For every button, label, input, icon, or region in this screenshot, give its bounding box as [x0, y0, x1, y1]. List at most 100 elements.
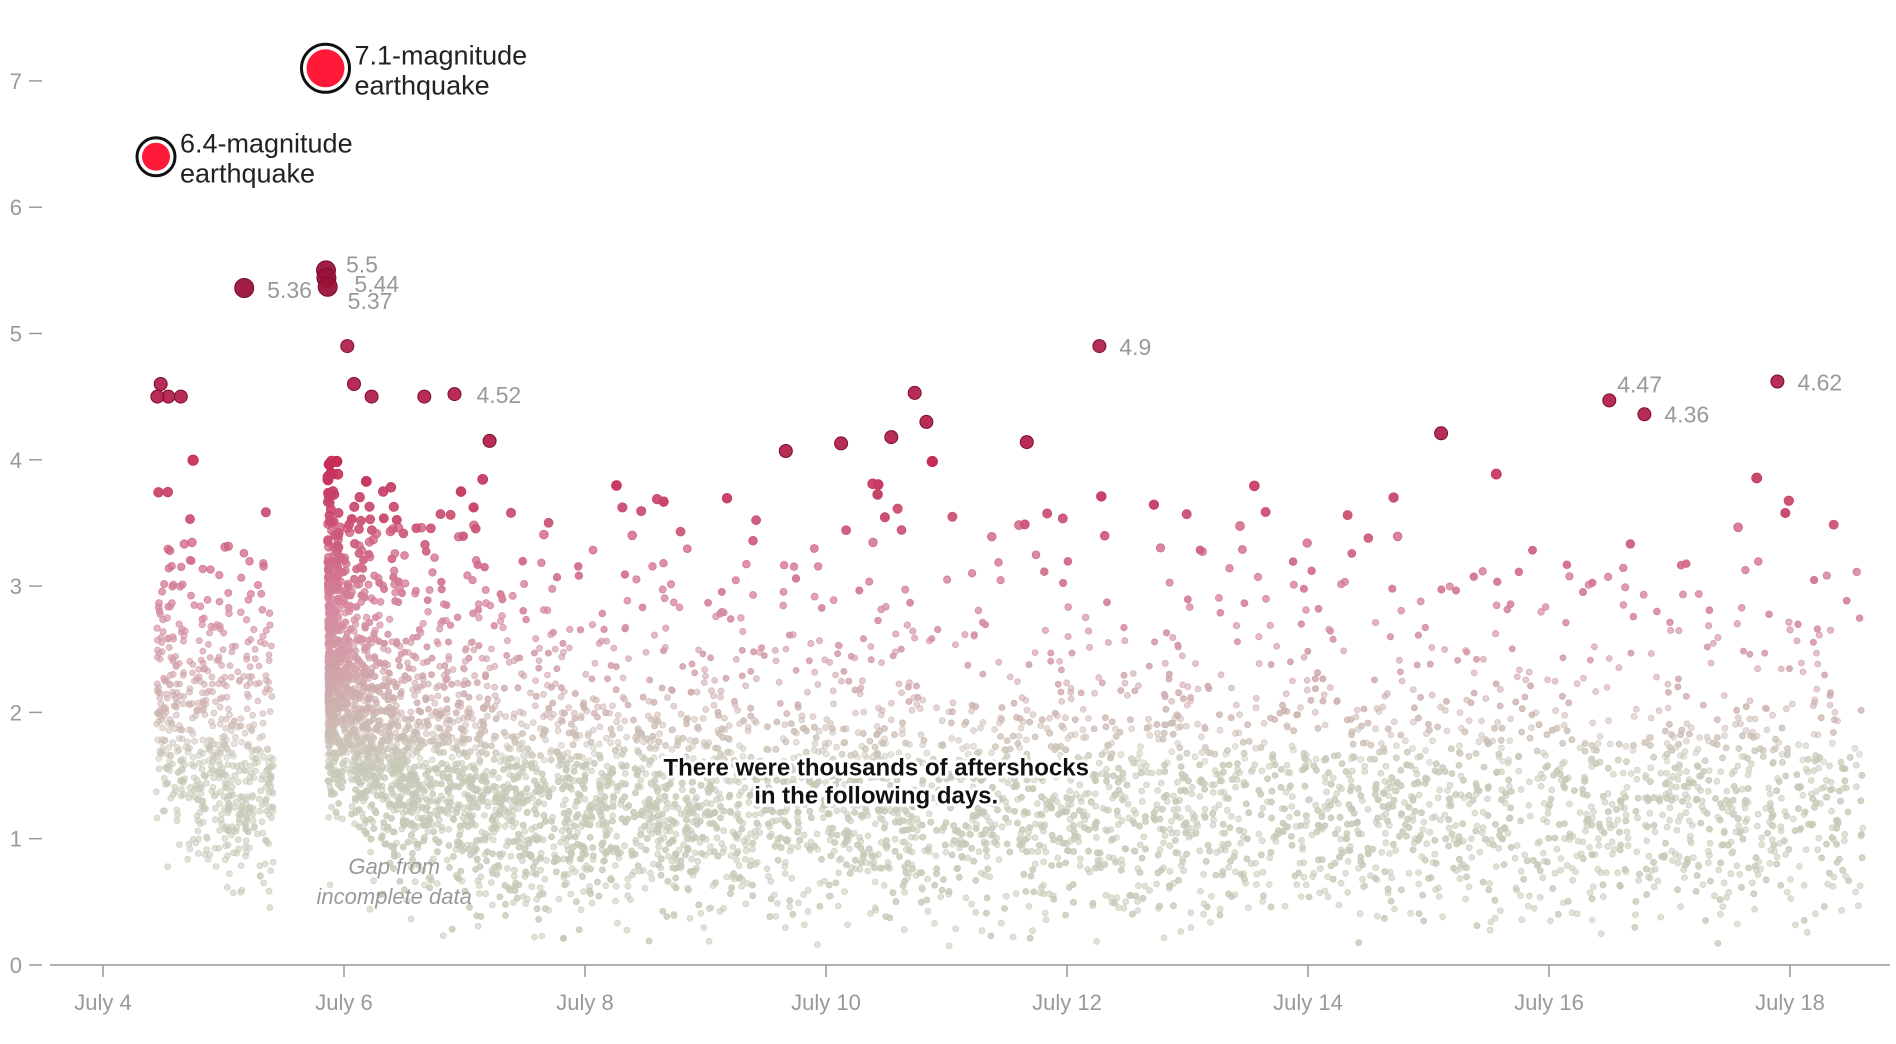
aftershock-dot: [224, 588, 233, 597]
aftershock-dot: [1273, 642, 1281, 650]
aftershock-dot: [1300, 859, 1308, 867]
aftershock-dot: [266, 621, 274, 629]
aftershock-dot: [175, 660, 183, 667]
aftershock-dot: [1217, 671, 1225, 679]
aftershock-dot: [909, 627, 917, 635]
aftershock-dot: [249, 805, 257, 812]
aftershock-dot: [1766, 860, 1774, 867]
aftershock-dot: [1551, 869, 1559, 877]
aftershock-dot: [1153, 880, 1160, 888]
aftershock-dot: [527, 689, 534, 697]
aftershock-dot: [1124, 800, 1132, 808]
aftershock-dot: [154, 603, 163, 611]
aftershock-dot: [203, 835, 211, 842]
aftershock-dot: [1320, 691, 1328, 699]
aftershock-dot: [180, 669, 188, 676]
aftershock-dot: [187, 537, 197, 548]
aftershock-dot: [266, 708, 274, 715]
aftershock-dot: [865, 577, 874, 586]
aftershock-dot: [1605, 655, 1613, 662]
aftershock-dot: [1482, 695, 1490, 702]
aftershock-dot: [1635, 877, 1643, 884]
aftershock-dot: [328, 803, 335, 811]
aftershock-dot: [262, 626, 270, 635]
aftershock-dot: [1248, 768, 1255, 775]
aftershock-dot: [1392, 847, 1400, 854]
aftershock-dot: [223, 884, 231, 891]
aftershock-dot: [1252, 859, 1259, 867]
aftershock-dot: [1622, 811, 1630, 819]
aftershock-dot: [656, 730, 663, 738]
aftershock-dot: [503, 865, 511, 872]
aftershock-dot: [1283, 761, 1291, 769]
aftershock-dot: [237, 573, 246, 582]
aftershock-dot: [243, 690, 251, 698]
aftershock-dot: [1135, 682, 1142, 689]
aftershock-dot: [204, 856, 212, 863]
aftershock-dot: [1465, 844, 1473, 852]
aftershock-dot: [1415, 791, 1423, 799]
aftershock-dot: [472, 744, 480, 752]
aftershock-dot: [1079, 726, 1087, 734]
aftershock-dot: [422, 730, 430, 738]
aftershock-dot: [260, 507, 271, 518]
aftershock-dot: [1851, 745, 1859, 752]
aftershock-dot: [254, 697, 262, 705]
aftershock-dot: [1766, 790, 1774, 798]
aftershock-dot: [1647, 714, 1655, 722]
aftershock-dot: [1739, 785, 1746, 793]
aftershock-dot: [1298, 836, 1305, 844]
aftershock-dot: [978, 869, 985, 877]
aftershock-dot: [1312, 755, 1320, 763]
aftershock-dot: [1820, 784, 1828, 791]
aftershock-dot: [174, 769, 182, 776]
aftershock-dot: [1289, 580, 1298, 589]
aftershock-dot: [489, 836, 497, 844]
aftershock-dot: [1521, 851, 1529, 859]
aftershock-dot: [1441, 646, 1448, 653]
aftershock-dot: [636, 506, 647, 517]
aftershock-dot: [1085, 627, 1093, 635]
aftershock-dot: [268, 693, 276, 700]
aftershock-dot: [1615, 756, 1623, 764]
aftershock-dot: [1132, 772, 1140, 780]
aftershock-dot: [1258, 767, 1266, 775]
aftershock-dot: [1259, 804, 1267, 812]
aftershock-dot: [1688, 821, 1696, 829]
aftershock-dot: [190, 601, 199, 610]
aftershock-dot: [745, 798, 753, 806]
aftershock-dot: [1686, 832, 1694, 840]
aftershock-dot: [325, 814, 333, 821]
aftershock-dot: [245, 673, 253, 680]
aftershock-dot: [1802, 742, 1810, 750]
aftershock-dot: [206, 743, 214, 751]
aftershock-dot: [1799, 792, 1807, 799]
aftershock-dot: [789, 562, 799, 571]
aftershock-dot: [238, 886, 246, 894]
aftershock-dot: [1666, 816, 1673, 824]
aftershock-dot: [428, 756, 436, 764]
aftershock-dot: [176, 726, 184, 733]
aftershock-dot: [795, 899, 802, 907]
aftershock-dot: [189, 753, 197, 761]
aftershock-dot: [602, 882, 609, 890]
aftershock-dot: [544, 671, 551, 679]
aftershock-dot: [216, 826, 224, 834]
aftershock-dot: [1056, 658, 1063, 665]
aftershock-dot: [486, 664, 494, 672]
aftershock-dot: [539, 529, 549, 540]
aftershock-dot: [186, 657, 194, 665]
aftershock-dot: [1793, 637, 1801, 645]
aftershock-dot: [190, 677, 198, 685]
aftershock-dot: [1237, 839, 1245, 847]
aftershock-dot: [708, 687, 715, 694]
aftershock-dot: [259, 732, 266, 740]
aftershock-dot: [168, 582, 177, 591]
aftershock-dot: [742, 847, 750, 854]
aftershock-dot: [220, 793, 228, 800]
aftershock-dot: [425, 586, 434, 594]
aftershock-dot: [774, 900, 781, 907]
aftershock-dot: [705, 905, 713, 912]
aftershock-dot: [1196, 847, 1204, 855]
